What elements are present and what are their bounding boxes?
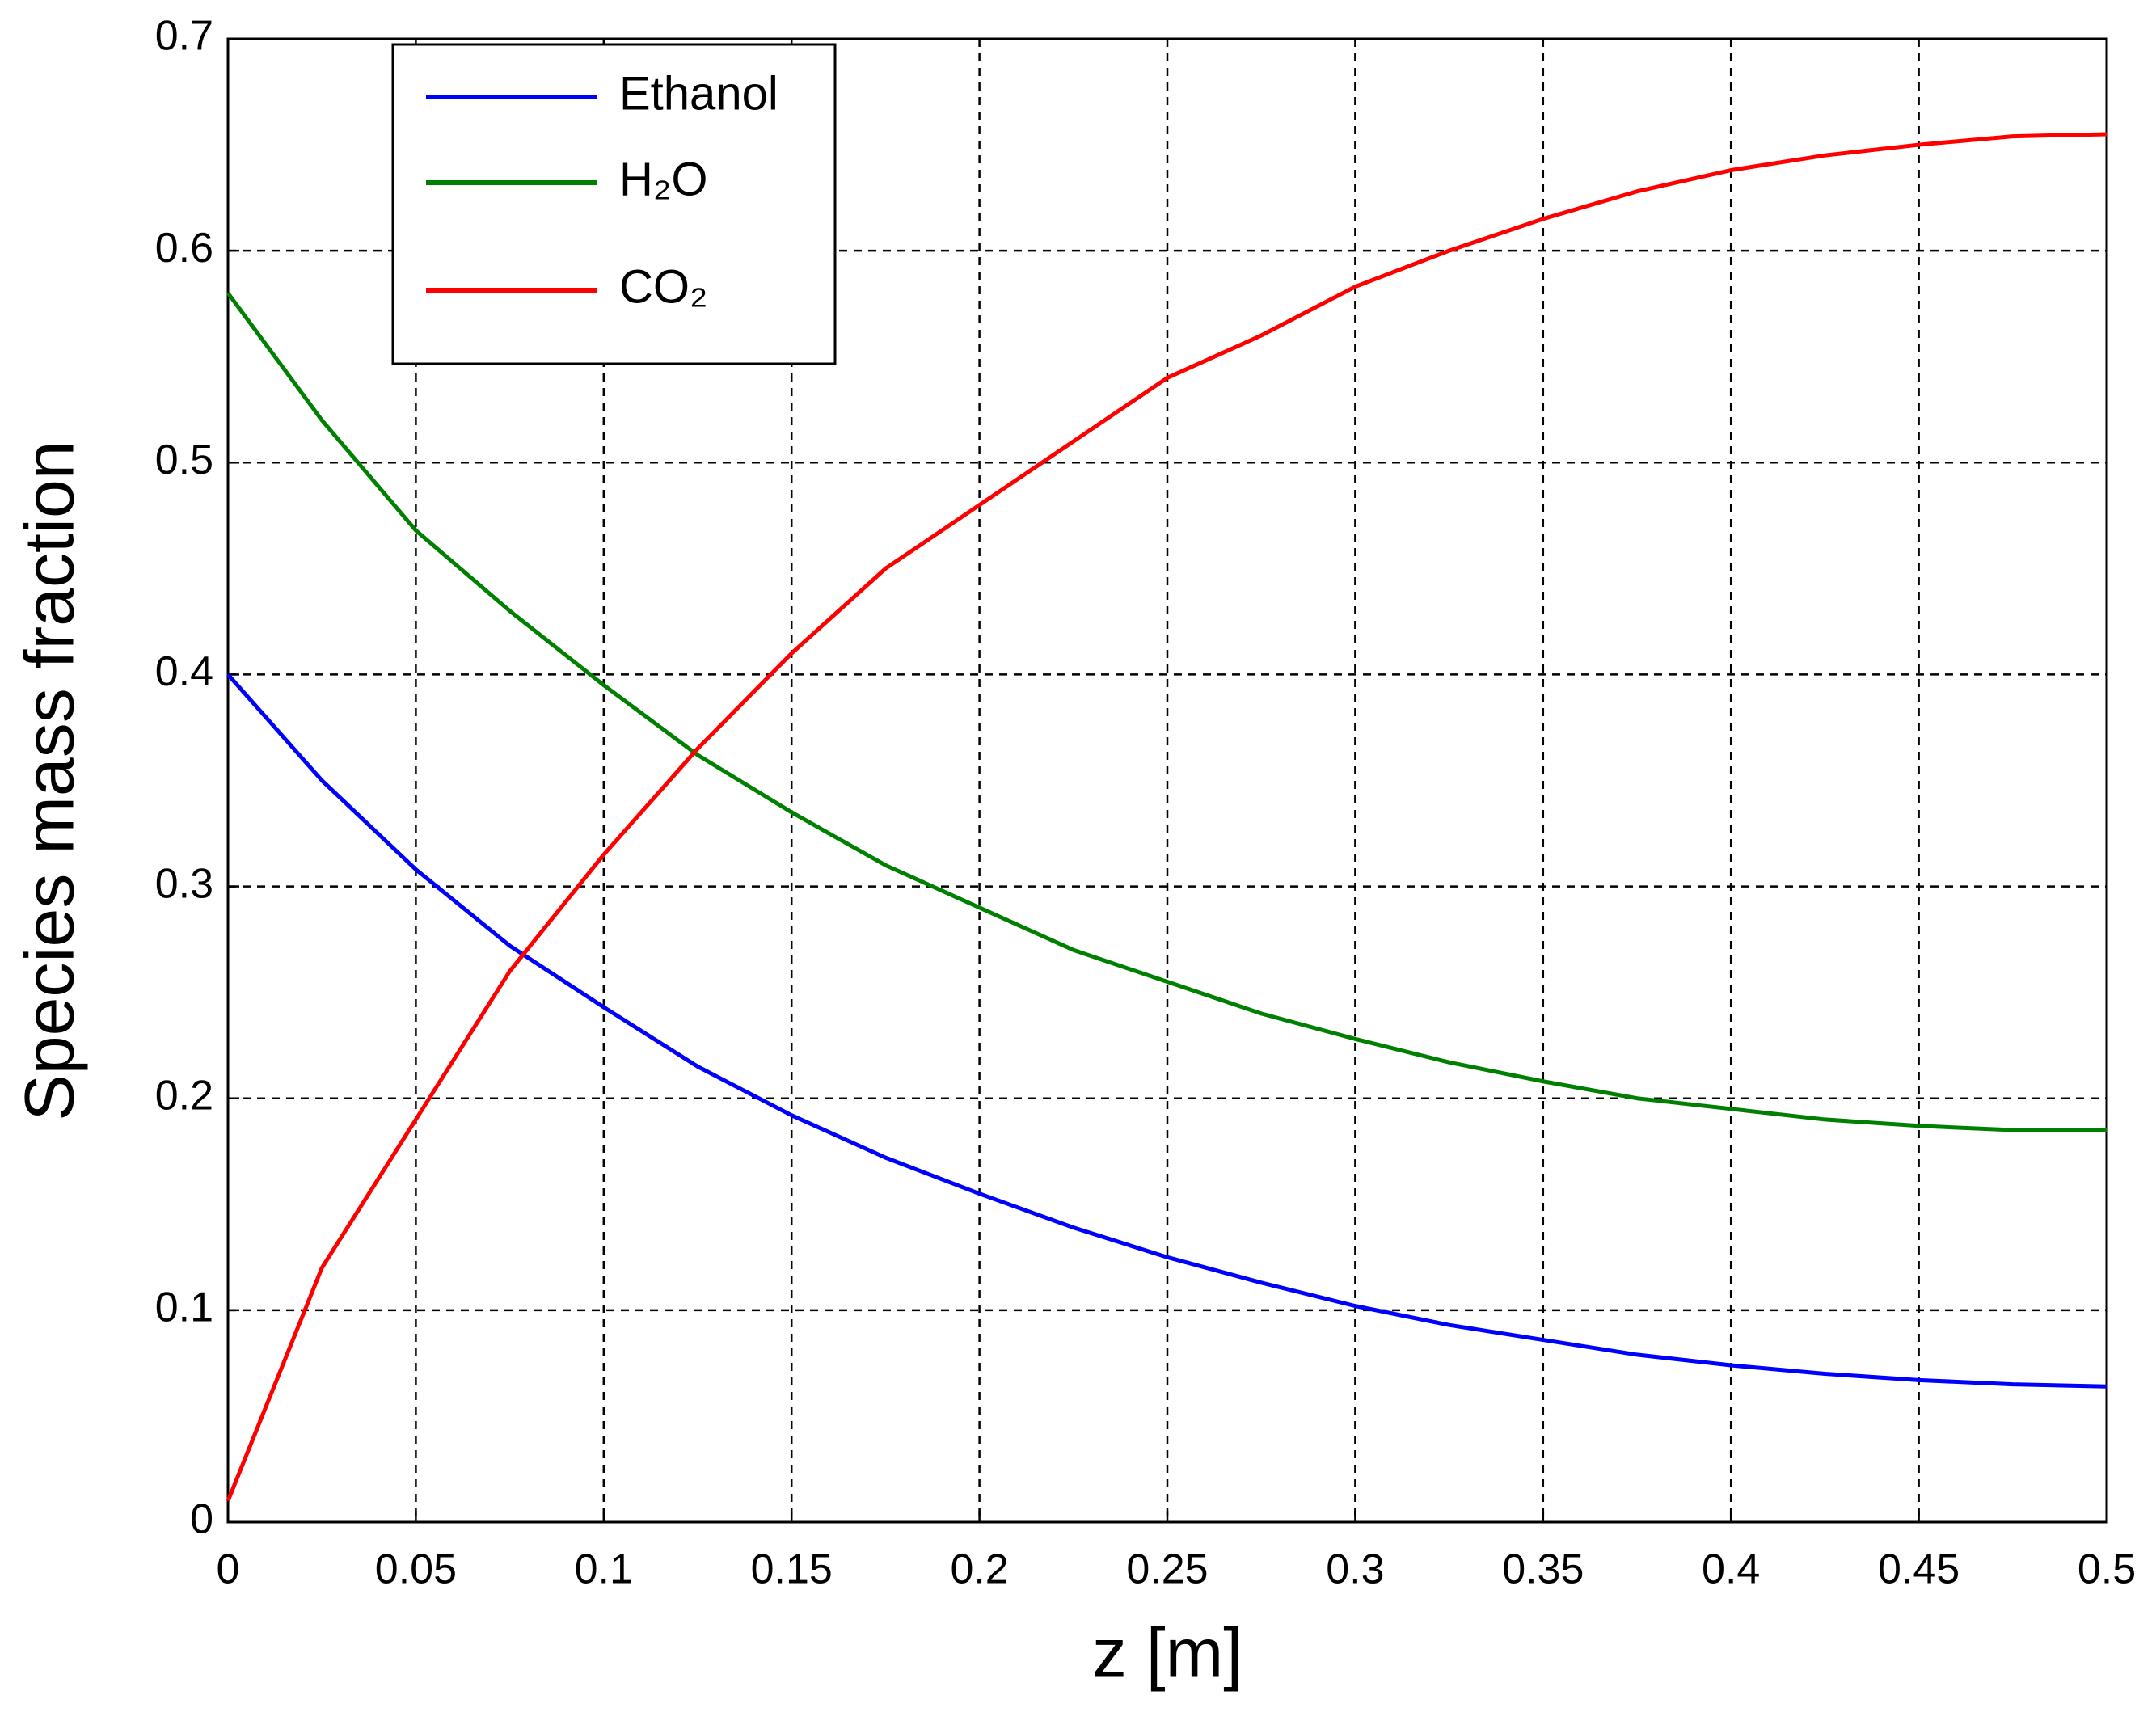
y-tick-label: 0.7 [155, 13, 213, 60]
x-tick-label: 0.25 [1126, 1546, 1208, 1593]
y-tick-label: 0.5 [155, 437, 213, 483]
x-tick-label: 0.5 [2078, 1546, 2136, 1593]
x-tick-label: 0.35 [1502, 1546, 1584, 1593]
x-tick-label: 0 [217, 1546, 240, 1593]
x-tick-label: 0.3 [1326, 1546, 1384, 1593]
y-axis-label: Species mass fraction [11, 441, 89, 1120]
x-tick-label: 0.4 [1702, 1546, 1760, 1593]
y-tick-label: 0.1 [155, 1284, 213, 1331]
series-line [226, 132, 2107, 1502]
y-tick-label: 0.4 [155, 648, 213, 695]
y-tick-label: 0 [190, 1496, 213, 1543]
legend-label: Ethanol [619, 67, 778, 120]
x-tick-label: 0.2 [950, 1546, 1008, 1593]
legend-label: CO₂ [619, 260, 708, 313]
x-axis-label: z [m] [1092, 1615, 1243, 1693]
series-line [226, 673, 2107, 1389]
y-tick-label: 0.3 [155, 860, 213, 907]
x-tick-label: 0.1 [575, 1546, 633, 1593]
y-tick-label: 0.2 [155, 1072, 213, 1119]
x-tick-label: 0.15 [751, 1546, 833, 1593]
x-tick-label: 0.45 [1878, 1546, 1960, 1593]
x-tick-label: 0.05 [375, 1546, 457, 1593]
legend-label: H₂O [619, 153, 708, 205]
y-tick-label: 0.6 [155, 225, 213, 272]
series-line [226, 292, 2107, 1132]
plot-frame [226, 37, 2108, 1524]
